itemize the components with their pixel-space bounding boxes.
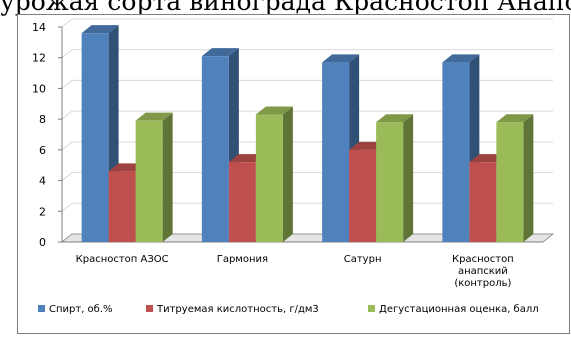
bar-top: [496, 114, 534, 123]
bar: [81, 33, 109, 243]
y-tick-label: 4: [39, 175, 46, 188]
bar-side: [403, 114, 414, 242]
gridline-side: [61, 202, 73, 212]
bar-top: [81, 25, 119, 34]
gridline-side: [61, 49, 73, 59]
bar-top: [442, 54, 480, 63]
bar: [376, 122, 404, 242]
bar-top: [135, 112, 173, 121]
y-tick-label: 2: [39, 205, 46, 218]
page-text-fragment: урожая сорта винограда Красностоп Анапск…: [0, 0, 571, 16]
bar: [496, 122, 524, 242]
gridline-side: [61, 110, 73, 120]
legend-swatch: [146, 305, 153, 312]
x-tick-label: Гармония: [217, 254, 268, 265]
bar-side: [162, 112, 173, 242]
gridline-side: [61, 172, 73, 181]
bar: [135, 120, 163, 242]
bar: [469, 162, 497, 242]
y-tick-label: 12: [32, 52, 46, 65]
legend-swatch: [368, 305, 375, 312]
gridline-side: [61, 18, 73, 28]
bar-top: [201, 48, 239, 57]
bar: [442, 62, 470, 243]
y-tick-label: 8: [39, 113, 46, 126]
bar-side: [282, 106, 293, 243]
y-tick-label: 6: [39, 144, 46, 157]
bar: [201, 56, 229, 242]
gridline-side: [61, 80, 73, 89]
bar: [228, 162, 256, 242]
bar-top: [255, 106, 293, 115]
bar: [255, 114, 283, 242]
y-tick-label: 14: [32, 21, 46, 34]
x-tick-label: Красностоп анапский (контроль): [452, 254, 514, 289]
y-tick-label: 0: [39, 236, 46, 249]
bar: [322, 62, 350, 243]
legend-label: Титруемая кислотность, г/дм3: [156, 304, 319, 315]
legend-swatch: [38, 305, 45, 312]
bar-top: [376, 114, 414, 123]
bar-side: [523, 114, 534, 242]
legend-label: Дегустационная оценка, балл: [379, 304, 539, 315]
y-tick-label: 10: [32, 82, 46, 95]
legend-label: Спирт, об.%: [49, 304, 113, 315]
x-tick-label: Сатурн: [344, 254, 382, 265]
x-tick-label: Красностоп АЗОС: [76, 254, 169, 265]
bar: [349, 149, 377, 242]
bar-top: [322, 54, 360, 63]
gridline-side: [61, 141, 73, 151]
bar: [108, 171, 136, 242]
